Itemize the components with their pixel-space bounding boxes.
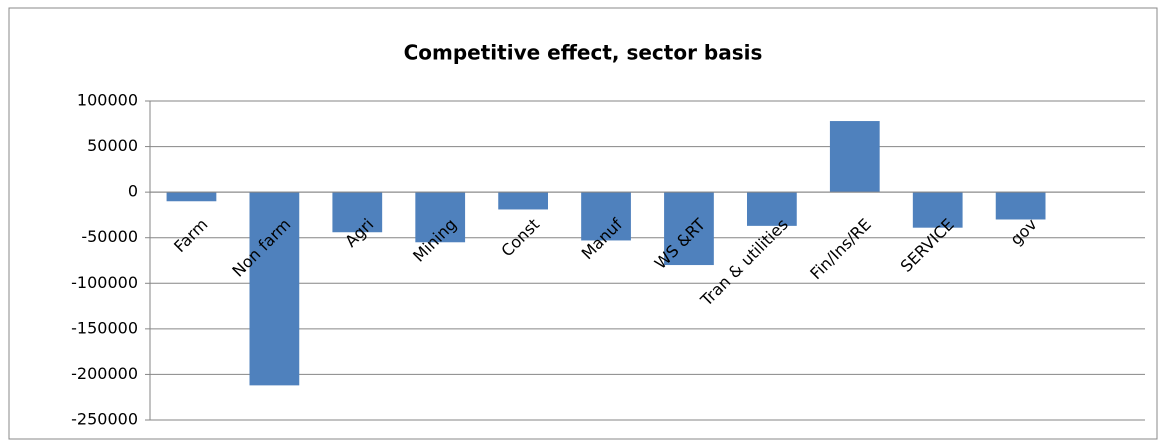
bar (498, 192, 548, 210)
y-tick-label: -250000 (71, 410, 138, 429)
bar (995, 192, 1046, 220)
bar (249, 192, 300, 386)
bar (581, 192, 631, 241)
chart-title: Competitive effect, sector basis (404, 41, 763, 65)
bar (415, 192, 466, 243)
bar (829, 121, 880, 193)
y-tick-label: 50000 (87, 136, 138, 155)
bar (912, 192, 963, 228)
y-tick-label: -100000 (71, 273, 138, 292)
y-tick-label: 100000 (77, 91, 138, 110)
bar (664, 192, 714, 266)
y-tick-label: 0 (128, 182, 138, 201)
bar (747, 192, 797, 226)
y-tick-label: -150000 (71, 318, 138, 337)
y-tick-label: -50000 (81, 227, 138, 246)
bar (332, 192, 383, 233)
y-tick-label: -200000 (71, 364, 138, 383)
bar (166, 192, 217, 202)
